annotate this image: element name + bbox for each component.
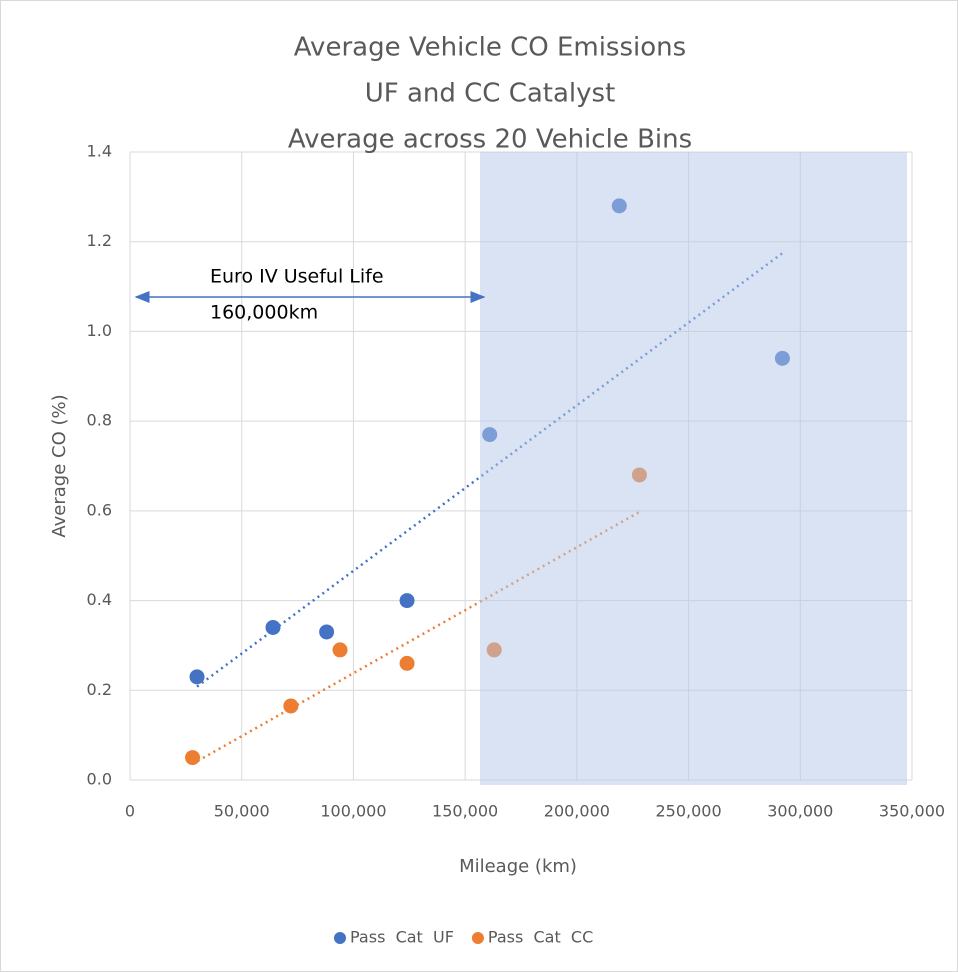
x-tick-label: 200,000 xyxy=(544,802,610,821)
y-tick-label: 1.2 xyxy=(87,231,112,250)
y-axis-label: Average CO (%) xyxy=(49,394,70,537)
x-tick-label: 50,000 xyxy=(214,802,270,821)
point xyxy=(189,669,205,685)
point xyxy=(332,642,348,658)
legend-marker xyxy=(334,932,346,944)
annotation: Euro IV Useful Life xyxy=(210,266,384,288)
x-tick-label: 100,000 xyxy=(320,802,386,821)
legend-label: Pass Cat UF xyxy=(350,928,454,947)
x-tick-label: 300,000 xyxy=(767,802,833,821)
point xyxy=(185,750,201,766)
point xyxy=(399,593,415,609)
point xyxy=(265,619,281,635)
y-tick-label: 0.4 xyxy=(87,590,112,609)
annotation: 160,000km xyxy=(210,302,318,324)
x-tick-label: 350,000 xyxy=(879,802,945,821)
y-tick-label: 0.0 xyxy=(87,770,112,789)
x-tick-label: 150,000 xyxy=(432,802,498,821)
point xyxy=(399,655,415,671)
x-tick-label: 250,000 xyxy=(655,802,721,821)
legend-label: Pass Cat CC xyxy=(488,928,593,947)
y-tick-label: 1.4 xyxy=(87,142,112,161)
labels: 0.0 0.2 0.4 0.6 0.8 1.0 1.2 1.4 0 50,000 100,000 15… xyxy=(49,33,945,947)
y-tick-label: 0.8 xyxy=(87,411,112,430)
x-tick-label: 0 xyxy=(125,802,135,821)
y-tick-label: 0.2 xyxy=(87,680,112,699)
chart-title: Average across 20 Vehicle Bins xyxy=(288,125,692,155)
point xyxy=(283,698,299,714)
legend-marker xyxy=(471,932,484,944)
chart-title: UF and CC Catalyst xyxy=(365,79,616,109)
y-tick-label: 1.0 xyxy=(87,321,112,340)
point xyxy=(319,624,335,640)
y-tick-label: 0.6 xyxy=(87,500,112,519)
shaded-region xyxy=(480,152,907,785)
chart-title: Average Vehicle CO Emissions xyxy=(294,33,686,63)
x-axis-label: Mileage (km) xyxy=(459,856,577,877)
